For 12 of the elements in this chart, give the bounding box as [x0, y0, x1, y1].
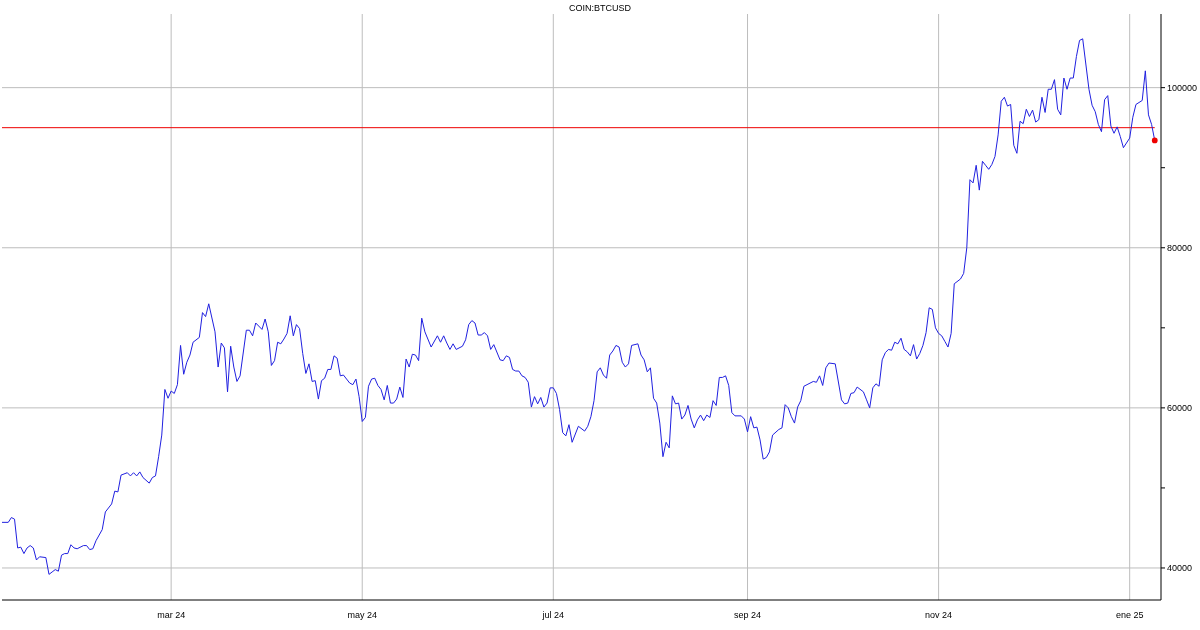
x-tick-label: sep 24 [734, 610, 762, 621]
x-tick-label: may 24 [347, 610, 377, 621]
x-tick-label: ene 25 [1115, 610, 1144, 621]
chart-title: COIN:BTCUSD [568, 3, 632, 13]
x-tick-label: jul 24 [541, 610, 565, 621]
y-tick-label: 40000 [1167, 563, 1193, 574]
y-tick-label: 60000 [1167, 403, 1193, 414]
line-series [2, 38, 1156, 575]
y-tick-label: 100000 [1167, 82, 1198, 93]
x-tick-label: mar 24 [157, 610, 186, 621]
y-tick-label: 80000 [1167, 242, 1193, 253]
x-tick-label: nov 24 [925, 610, 953, 621]
